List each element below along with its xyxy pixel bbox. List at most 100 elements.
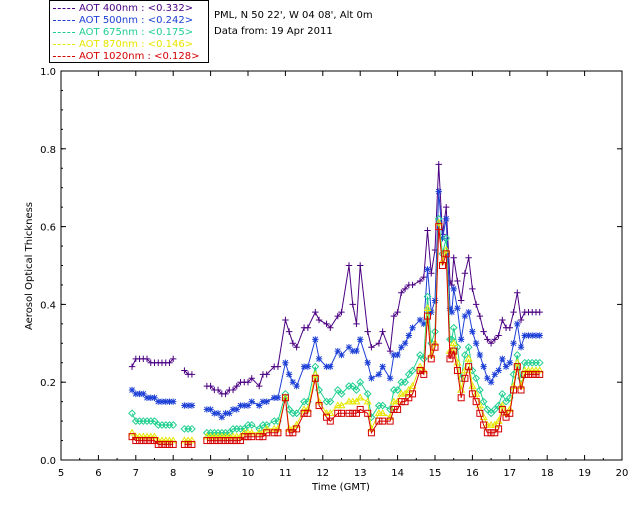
data-point (262, 421, 271, 429)
data-point (241, 402, 248, 409)
data-point (378, 401, 387, 410)
data-point (453, 367, 461, 375)
x-axis-label: Time (GMT) (311, 482, 370, 493)
data-point (386, 375, 394, 382)
data-point (364, 409, 372, 417)
data-point (517, 343, 525, 351)
data-point (420, 320, 427, 328)
data-point (491, 371, 499, 378)
data-point (525, 332, 532, 339)
data-point (127, 428, 137, 436)
data-point (453, 343, 462, 352)
data-point (525, 370, 532, 378)
data-point (442, 250, 450, 258)
data-point (386, 417, 394, 425)
x-tick-label: 7 (133, 468, 139, 479)
data-point (513, 351, 522, 359)
data-point (487, 409, 496, 418)
data-point (143, 355, 151, 363)
data-point (356, 393, 365, 401)
data-point (352, 409, 360, 417)
legend-item-870nm: AOT 870nm : <0.146> (53, 39, 193, 51)
data-point (170, 355, 177, 363)
data-point (136, 437, 144, 445)
data-point (203, 437, 211, 445)
legend-swatch (53, 31, 75, 33)
data-point (416, 351, 424, 359)
data-point (465, 308, 472, 316)
data-point (293, 343, 300, 351)
data-point (229, 386, 237, 394)
data-point (390, 312, 398, 320)
data-point (449, 339, 458, 347)
data-point (454, 305, 461, 312)
data-point (262, 424, 271, 432)
data-point (226, 410, 233, 417)
data-point (147, 394, 154, 401)
data-point (398, 289, 405, 296)
data-point (487, 429, 495, 437)
data-point (450, 254, 457, 261)
data-point (312, 308, 319, 316)
data-point (184, 440, 192, 448)
legend-item-400nm: AOT 400nm : <0.332> (53, 3, 193, 15)
data-point (416, 367, 424, 375)
data-point (158, 440, 166, 448)
data-point (233, 382, 240, 390)
data-point (158, 398, 166, 405)
data-point (419, 354, 428, 363)
data-point (338, 308, 345, 316)
data-point (375, 417, 383, 425)
data-point (315, 316, 323, 324)
data-point (338, 351, 345, 359)
data-point (236, 432, 245, 440)
data-point (506, 359, 513, 366)
data-point (233, 437, 241, 445)
data-point (368, 375, 375, 382)
data-point (386, 347, 394, 355)
data-point (465, 363, 473, 371)
data-point (446, 355, 454, 363)
data-point (364, 328, 371, 335)
data-point (502, 363, 510, 370)
data-point (535, 358, 544, 367)
data-point (480, 363, 487, 370)
data-point (424, 227, 431, 234)
legend-label: AOT 500nm : <0.242> (79, 15, 194, 26)
data-point (274, 363, 282, 370)
data-point (256, 402, 263, 409)
x-tick-label: 13 (354, 468, 367, 479)
legend-swatch (53, 7, 75, 9)
data-point (345, 409, 353, 417)
data-point (464, 343, 473, 352)
data-point (327, 363, 334, 370)
data-point (480, 421, 488, 429)
data-point (483, 405, 492, 414)
data-point (495, 425, 503, 433)
data-point (274, 394, 282, 401)
data-point (229, 406, 237, 413)
site-info: PML, N 50 22', W 04 08', Alt 0m (214, 10, 373, 21)
data-point (237, 402, 244, 409)
data-point (180, 440, 188, 448)
legend-item-1020nm: AOT 1020nm : <0.128> (53, 51, 199, 63)
x-tick-label: 15 (429, 468, 442, 479)
series-0 (128, 161, 543, 398)
data-point (282, 316, 289, 324)
legend-swatch (53, 43, 75, 45)
data-point (255, 433, 263, 441)
data-point (289, 379, 297, 386)
data-point (349, 301, 356, 308)
data-point (423, 292, 432, 301)
data-point (181, 367, 188, 374)
data-point (349, 409, 357, 417)
data-point (401, 285, 409, 293)
x-tick-label: 18 (541, 468, 554, 479)
data-point (506, 324, 513, 331)
data-point (334, 312, 341, 320)
data-point (312, 336, 319, 343)
x-tick-label: 14 (391, 468, 404, 479)
x-tick-label: 8 (170, 468, 176, 479)
x-tick-label: 6 (95, 468, 101, 479)
